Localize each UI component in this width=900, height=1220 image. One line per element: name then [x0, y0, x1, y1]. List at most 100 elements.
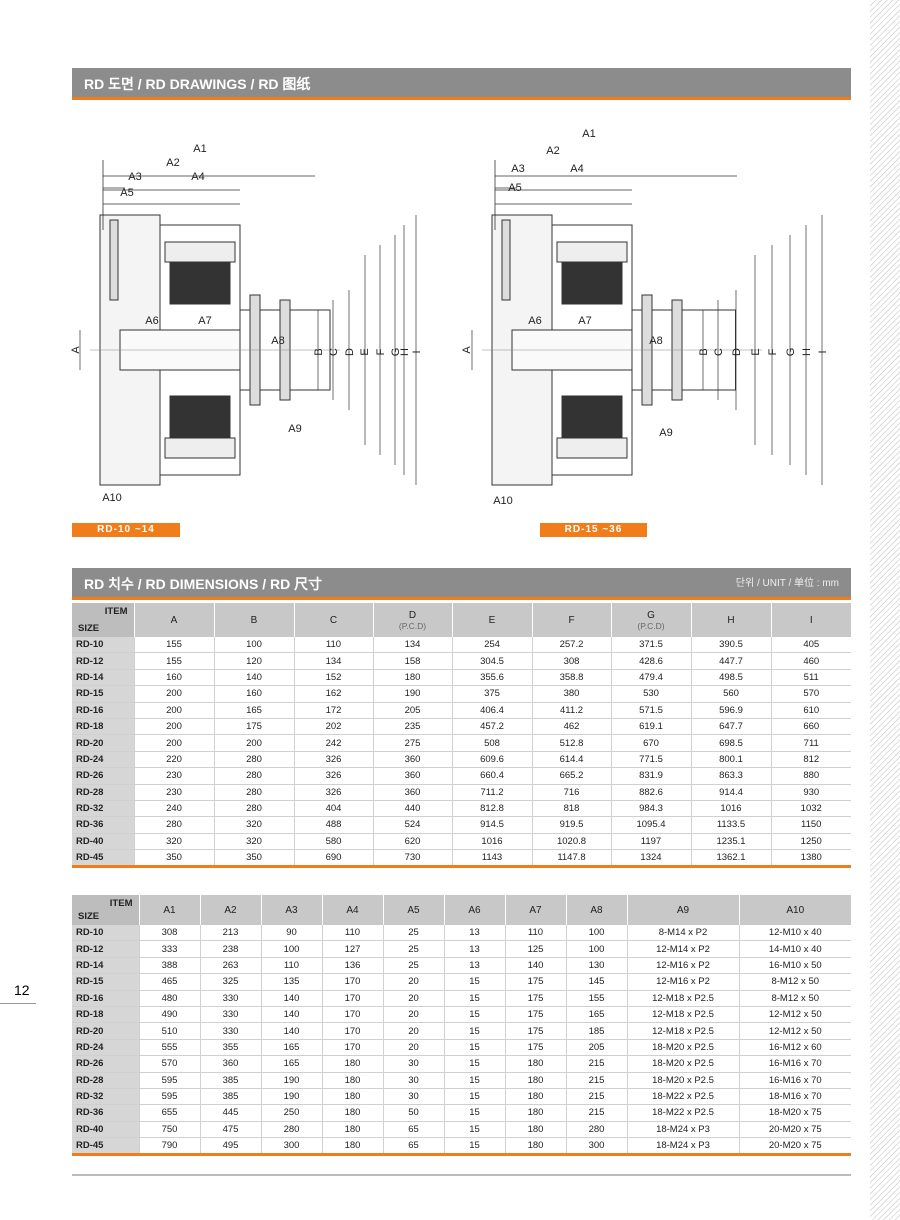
value-cell: 238 — [199, 940, 261, 958]
value-cell: 205 — [565, 1039, 627, 1057]
value-cell: 230 — [133, 784, 214, 801]
value-cell: 1032 — [770, 800, 851, 818]
figure-caption: RD-10 ~14 — [72, 523, 180, 537]
column-header: A7 — [504, 895, 566, 925]
value-cell: 330 — [199, 990, 261, 1007]
dimension-label: A1 — [193, 143, 206, 155]
value-cell: 275 — [372, 734, 452, 752]
table-row: RD-18 200 175 202 235 457.2 462 619.1 647.7 660 — [72, 718, 851, 736]
value-cell: 16-M10 x 50 — [738, 957, 851, 975]
value-cell: 388 — [138, 957, 200, 975]
size-cell: RD-40 — [72, 1121, 139, 1139]
value-cell: 18-M20 x P2.5 — [626, 1055, 739, 1073]
value-cell: 127 — [321, 940, 383, 958]
value-cell: 375 — [451, 685, 532, 703]
value-cell: 25 — [382, 957, 444, 975]
corner-size: SIZE — [78, 911, 100, 922]
corner-size: SIZE — [78, 623, 100, 634]
value-cell: 12-M10 x 40 — [738, 925, 851, 942]
page-rule — [0, 1003, 36, 1004]
value-cell: 65 — [382, 1137, 444, 1156]
value-cell: 308 — [531, 652, 611, 670]
value-cell: 12-M16 x P2 — [626, 973, 739, 991]
value-cell: 165 — [565, 1006, 627, 1024]
value-cell: 609.6 — [451, 751, 532, 769]
value-cell: 711.2 — [451, 784, 532, 801]
dimension-label: A3 — [128, 171, 141, 183]
value-cell: 120 — [213, 652, 294, 670]
dimension-label: A — [70, 346, 82, 354]
value-cell: 215 — [565, 1088, 627, 1106]
dimension-label: D — [731, 348, 743, 356]
value-cell: 8-M12 x 50 — [738, 973, 851, 991]
value-cell: 180 — [504, 1121, 566, 1139]
value-cell: 570 — [770, 685, 851, 703]
dimension-label: A7 — [198, 315, 211, 327]
value-cell: 254 — [451, 637, 532, 654]
value-cell: 134 — [372, 637, 452, 654]
value-cell: 125 — [504, 940, 566, 958]
table-row: RD-14 160 140 152 180 355.6 358.8 479.4 498.5 511 — [72, 669, 851, 687]
size-cell: RD-12 — [72, 940, 139, 958]
value-cell: 371.5 — [610, 637, 691, 654]
value-cell: 930 — [770, 784, 851, 801]
part — [556, 241, 628, 263]
part — [501, 219, 511, 301]
column-label: A — [170, 614, 178, 626]
column-header: D (P.C.D) — [372, 603, 452, 637]
column-label: A1 — [163, 904, 176, 916]
column-label: A9 — [676, 904, 690, 916]
column-header: G (P.C.D) — [610, 603, 691, 637]
dimension-label: G — [390, 348, 402, 357]
size-cell: RD-20 — [72, 734, 134, 752]
table-row: RD-18 490 330 140 170 20 15 175 165 12-M18 x P2.5… — [72, 1006, 851, 1024]
dimension-label: A7 — [578, 315, 591, 327]
table-row: RD-20 200 200 242 275 508 512.8 670 698.5 711 — [72, 734, 851, 752]
table-row: RD-40 320 320 580 620 1016 1020.8 1197 1235.1 125… — [72, 833, 851, 851]
dimension-label: E — [359, 348, 371, 355]
part — [561, 261, 623, 305]
value-cell: 180 — [321, 1088, 383, 1106]
dimension-label: B — [313, 348, 325, 355]
value-cell: 320 — [213, 816, 294, 834]
value-cell: 165 — [260, 1055, 322, 1073]
value-cell: 180 — [321, 1055, 383, 1073]
value-cell: 20 — [382, 1039, 444, 1057]
value-cell: 919.5 — [531, 816, 611, 834]
value-cell: 16-M12 x 60 — [738, 1039, 851, 1057]
value-cell: 355.6 — [451, 669, 532, 687]
size-cell: RD-36 — [72, 1104, 139, 1122]
table-row: RD-45 790 495 300 180 65 15 180 300 18-M24 x P3 20… — [72, 1137, 851, 1156]
value-cell: 619.1 — [610, 718, 691, 736]
value-cell: 914.5 — [451, 816, 532, 834]
table-row: RD-32 240 280 404 440 812.8 818 984.3 1016 1032 — [72, 800, 851, 818]
section-title: RD 도면 / RD DRAWINGS / RD 图纸 — [84, 76, 311, 92]
value-cell: 15 — [443, 1121, 505, 1139]
dimension-label: A10 — [493, 495, 513, 507]
size-cell: RD-32 — [72, 800, 134, 818]
value-cell: 15 — [443, 1088, 505, 1106]
value-cell: 350 — [213, 849, 294, 868]
dimension-label: A5 — [120, 187, 133, 199]
dimension-label: C — [713, 348, 725, 356]
value-cell: 555 — [138, 1039, 200, 1057]
dimension-label: A2 — [166, 157, 179, 169]
column-label: A4 — [346, 904, 359, 916]
dimension-label: D — [344, 348, 356, 356]
value-cell: 360 — [199, 1055, 261, 1073]
part — [561, 395, 623, 439]
value-cell: 280 — [213, 751, 294, 769]
size-cell: RD-14 — [72, 957, 139, 975]
size-cell: RD-16 — [72, 702, 134, 719]
value-cell: 15 — [443, 973, 505, 991]
value-cell: 12-M18 x P2.5 — [626, 990, 739, 1007]
column-label: I — [809, 614, 813, 626]
value-cell: 175 — [213, 718, 294, 736]
dimension-label: A8 — [271, 335, 284, 347]
dimension-label: A1 — [582, 128, 595, 140]
size-cell: RD-40 — [72, 833, 134, 851]
value-cell: 134 — [293, 652, 373, 670]
header-row: ITEM SIZE A1 A2 A3 A4 A5 A6 A7 A8 A9 A10 — [72, 895, 851, 925]
value-cell: 235 — [372, 718, 452, 736]
column-label: G — [647, 609, 655, 621]
